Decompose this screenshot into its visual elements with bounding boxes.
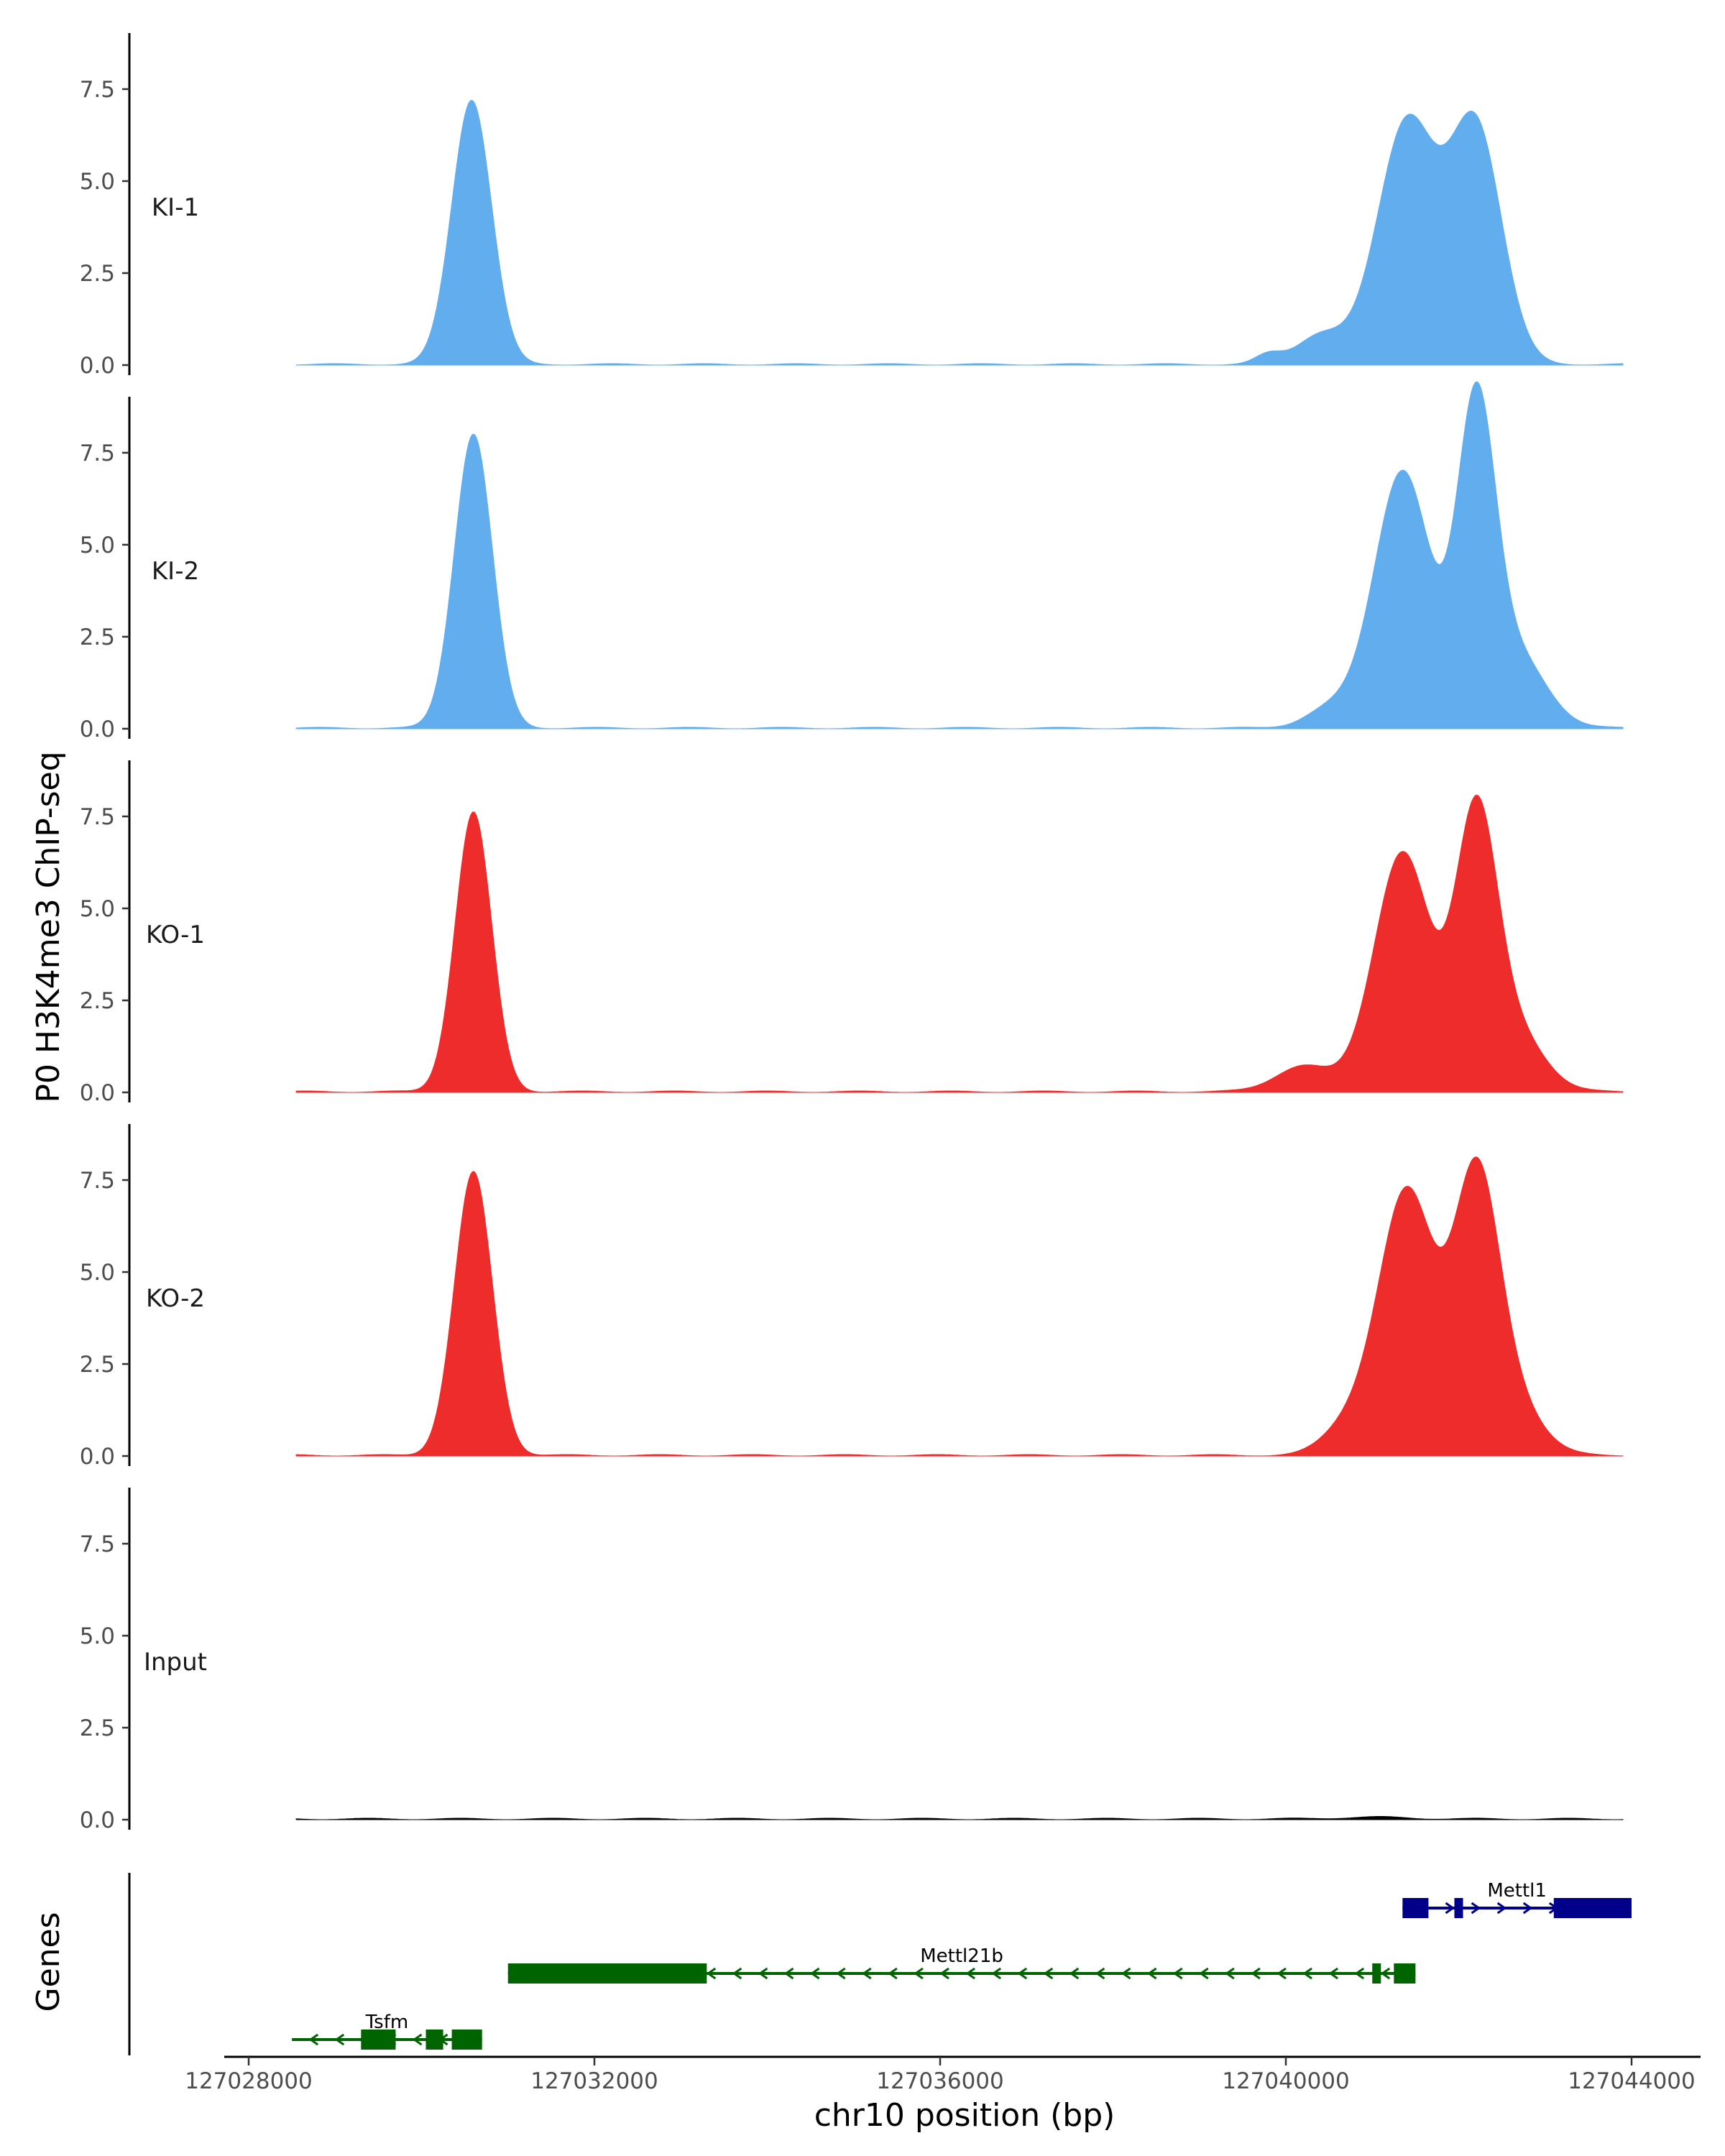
strand-arrow <box>1445 1902 1455 1915</box>
track-label: KO-2 <box>146 1284 205 1313</box>
track-ki-1: 0.0 2.5 5.0 7.5 KI-1 <box>80 33 1624 379</box>
signal-area-input <box>295 1816 1624 1820</box>
gene-exon <box>1454 1898 1463 1918</box>
y-tick-label: 7.5 <box>80 77 115 103</box>
strand-arrow <box>1354 1967 1365 1980</box>
gene-tsfm: Tsfm <box>292 2012 482 2050</box>
signal-area-ki-2 <box>295 381 1624 729</box>
strand-arrow <box>1328 1967 1338 1980</box>
x-tick-label: 127032000 <box>530 2068 658 2094</box>
gene-mettl1: Mettl1 <box>1402 1880 1632 1918</box>
strand-arrow <box>308 2033 319 2046</box>
gene-exon <box>361 2030 396 2050</box>
strand-arrow <box>1069 1967 1080 1980</box>
strand-arrow <box>1471 1902 1481 1915</box>
gene-exon <box>507 1963 707 1984</box>
gene-exon <box>1394 1963 1416 1984</box>
strand-arrow <box>334 2033 345 2046</box>
strand-arrow <box>1095 1967 1105 1980</box>
x-tick-label: 127028000 <box>185 2068 313 2094</box>
gene-exon <box>426 2030 443 2050</box>
strand-arrow <box>1302 1967 1312 1980</box>
y-tick-label: 5.0 <box>80 896 115 922</box>
x-axis: 127028000 127032000 127036000 127040000 1270… <box>185 2055 1701 2094</box>
strand-arrow <box>888 1967 898 1980</box>
strand-arrow <box>939 1967 949 1980</box>
y-tick-label: 2.5 <box>80 988 115 1014</box>
y-tick-label: 7.5 <box>80 804 115 830</box>
y-tick-label: 5.0 <box>80 1260 115 1286</box>
strand-arrow <box>836 1967 846 1980</box>
signal-area-ko-1 <box>295 794 1624 1093</box>
y-tick-label: 2.5 <box>80 261 115 287</box>
strand-arrow <box>991 1967 1002 1980</box>
x-tick-label: 127036000 <box>876 2068 1004 2094</box>
y-tick-label: 0.0 <box>80 1444 115 1470</box>
y-tick-label: 0.0 <box>80 717 115 742</box>
strand-arrow <box>965 1967 975 1980</box>
track-ko-1: 0.0 2.5 5.0 7.5 KO-1 <box>80 760 1624 1106</box>
track-label: Input <box>144 1648 207 1677</box>
strand-arrow <box>1173 1967 1183 1980</box>
strand-arrow <box>1276 1967 1287 1980</box>
gene-exon <box>1402 1898 1429 1918</box>
strand-arrow <box>783 1967 794 1980</box>
strand-arrow <box>1199 1967 1209 1980</box>
gene-label: Mettl1 <box>1487 1880 1547 1902</box>
strand-arrow <box>1146 1967 1157 1980</box>
y-tick-label: 2.5 <box>80 1715 115 1741</box>
track-label: KO-1 <box>146 921 205 949</box>
track-ki-2: 0.0 2.5 5.0 7.5 KI-2 <box>80 381 1624 742</box>
strand-arrow <box>1225 1967 1235 1980</box>
strand-arrow <box>706 1967 717 1980</box>
strand-arrow <box>412 2033 423 2046</box>
strand-arrow <box>1496 1902 1507 1915</box>
strand-arrow <box>1043 1967 1054 1980</box>
strand-arrow <box>810 1967 820 1980</box>
genes-axis-title: Genes <box>30 1912 67 2012</box>
gene-label: Tsfm <box>365 2012 409 2033</box>
x-axis-title: chr10 position (bp) <box>814 2097 1116 2134</box>
x-tick-label: 127040000 <box>1222 2068 1350 2094</box>
y-axis-title: P0 H3K4me3 ChIP-seq <box>30 751 67 1102</box>
strand-arrow <box>732 1967 742 1980</box>
y-tick-label: 0.0 <box>80 1080 115 1106</box>
y-tick-label: 0.0 <box>80 1807 115 1833</box>
gene-exon <box>451 2030 482 2050</box>
y-tick-label: 7.5 <box>80 1168 115 1194</box>
signal-area-ki-1 <box>295 100 1624 366</box>
track-label: KI-2 <box>152 557 199 586</box>
y-tick-label: 5.0 <box>80 533 115 558</box>
x-tick-label: 127044000 <box>1568 2068 1696 2094</box>
y-tick-label: 7.5 <box>80 441 115 466</box>
y-tick-label: 5.0 <box>80 169 115 195</box>
track-input: 0.0 2.5 5.0 7.5 Input <box>80 1488 1624 1833</box>
track-ko-2: 0.0 2.5 5.0 7.5 KO-2 <box>80 1124 1624 1470</box>
gene-label: Mettl21b <box>920 1945 1003 1967</box>
y-tick-label: 2.5 <box>80 625 115 650</box>
gene-exon <box>1372 1963 1381 1984</box>
strand-arrow <box>914 1967 924 1980</box>
strand-arrow <box>1251 1967 1261 1980</box>
y-tick-label: 2.5 <box>80 1352 115 1378</box>
signal-tracks: 0.0 2.5 5.0 7.5 KI-1 0.0 2.5 5.0 7.5 KI-2 0.0 2.5 5.… <box>80 33 1624 1833</box>
strand-arrow <box>1522 1902 1533 1915</box>
y-tick-label: 5.0 <box>80 1623 115 1649</box>
strand-arrow <box>1121 1967 1131 1980</box>
signal-area-ko-2 <box>295 1156 1624 1457</box>
gene-exon <box>1553 1898 1632 1918</box>
gene-mettl21b: Mettl21b <box>507 1945 1416 1984</box>
gene-annotation-track: Mettl1 Mettl21b Tsfm <box>128 1873 1632 2055</box>
y-tick-label: 7.5 <box>80 1531 115 1557</box>
strand-arrow <box>1017 1967 1028 1980</box>
strand-arrow <box>1380 1967 1391 1980</box>
y-tick-label: 0.0 <box>80 353 115 379</box>
strand-arrow <box>862 1967 872 1980</box>
track-label: KI-1 <box>152 193 199 222</box>
strand-arrow <box>758 1967 768 1980</box>
